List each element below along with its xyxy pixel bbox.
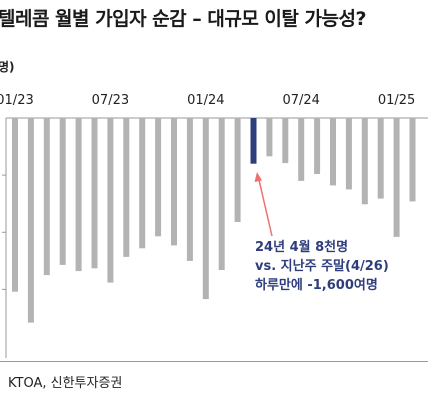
bar-08-23 — [123, 118, 130, 257]
bar-06-23 — [91, 118, 98, 269]
bar-03-23 — [43, 118, 50, 276]
bar-11-24 — [361, 118, 368, 205]
x-tick-label: 07/24 — [282, 93, 319, 108]
bar-01-23 — [12, 118, 18, 292]
annotation-line-3: 하루만에 -1,600여명 — [255, 278, 378, 293]
bar-04-24 — [250, 118, 257, 164]
bar-02-24 — [218, 118, 225, 270]
bar-11-23 — [171, 118, 177, 246]
bar-05-24 — [266, 118, 273, 157]
x-tick-label: 01/24 — [187, 93, 224, 108]
y-axis-unit: 명) — [0, 60, 15, 74]
source-divider — [0, 361, 428, 362]
bar-10-24 — [345, 118, 352, 190]
bar-01-24 — [202, 118, 209, 300]
bar-02-23 — [27, 118, 34, 323]
annotation-line-1: 24년 4월 8천명 — [255, 240, 349, 255]
x-tick-label: 01/25 — [378, 93, 415, 108]
bar-12-24 — [377, 118, 384, 199]
x-tick-label: 01/23 — [0, 93, 34, 108]
y-axis-tick-marks — [2, 174, 6, 290]
chart-title: 텔레콤 월별 가입자 순감 – 대규모 이탈 가능성? — [0, 8, 366, 30]
bar-06-24 — [282, 118, 289, 164]
bar-03-24 — [234, 118, 241, 222]
bars — [12, 118, 416, 323]
bar-08-24 — [314, 118, 321, 174]
annotation-text: 24년 4월 8천명 vs. 지난주 주말(4/26) 하루만에 -1,600여… — [255, 238, 389, 295]
source-note: KTOA, 신한투자증권 — [8, 376, 123, 391]
bar-12-23 — [186, 118, 193, 261]
annotation-arrow — [254, 172, 273, 237]
bar-09-24 — [330, 118, 336, 186]
bar-07-23 — [107, 118, 114, 283]
bar-09-23 — [139, 118, 146, 249]
bar-04-23 — [59, 118, 66, 265]
bar-05-23 — [75, 118, 82, 272]
annotation-line-2: vs. 지난주 주말(4/26) — [255, 259, 389, 274]
x-tick-label: 07/23 — [92, 93, 129, 108]
bar-10-23 — [155, 118, 162, 237]
x-axis-ticks: 01/23 07/23 01/24 07/24 01/25 — [0, 93, 415, 108]
bar-01-25 — [393, 118, 400, 237]
bar-02-25 — [409, 118, 416, 202]
bar-07-24 — [298, 118, 305, 181]
